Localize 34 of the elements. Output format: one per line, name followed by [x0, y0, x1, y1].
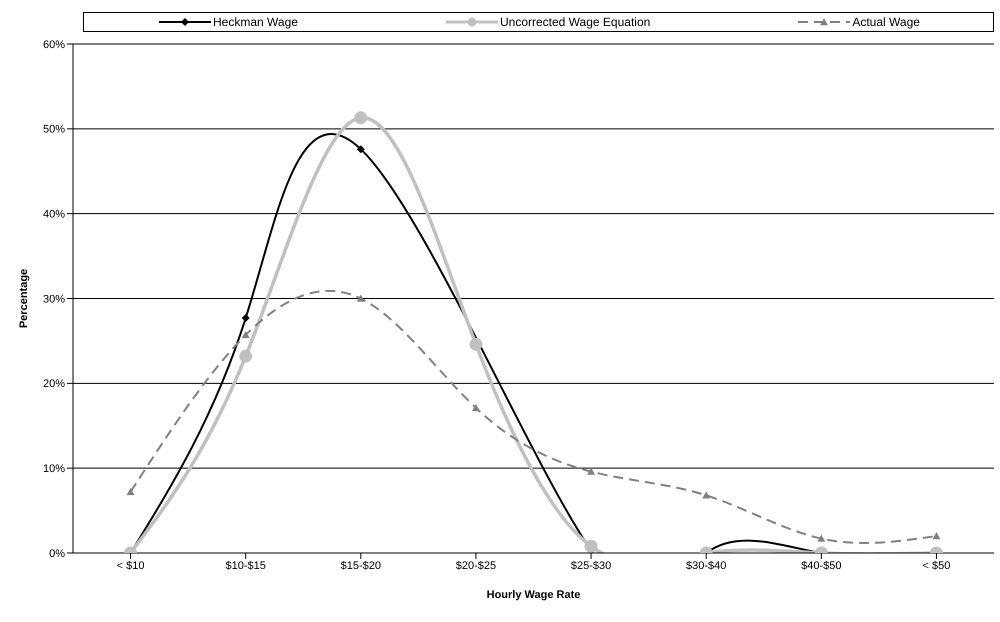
point: [932, 532, 940, 540]
legend-label: Heckman Wage: [213, 15, 298, 29]
x-tick-label: $10-$15: [226, 560, 266, 572]
x-tick-label: $40-$50: [801, 560, 842, 572]
x-tick-label: < $50: [922, 560, 950, 572]
point: [817, 534, 826, 542]
point: [354, 111, 368, 124]
legend-label: Uncorrected Wage Equation: [500, 15, 650, 29]
point: [239, 350, 252, 363]
y-tick-label: 60%: [42, 38, 66, 51]
x-axis-title: Hourly Wage Rate: [486, 589, 580, 601]
point: [242, 314, 250, 322]
x-tick-label: < $10: [116, 560, 144, 572]
point: [469, 338, 482, 351]
x-tick-label: $20-$25: [456, 560, 496, 572]
point: [242, 330, 250, 338]
point: [702, 491, 710, 499]
y-tick-label: 10%: [42, 463, 66, 476]
point: [356, 294, 365, 302]
point: [472, 404, 480, 412]
point: [356, 145, 365, 154]
legend-label: Actual Wage: [852, 15, 920, 29]
point: [587, 468, 596, 475]
x-tick-label: $15-$20: [340, 560, 381, 572]
y-axis-title: Percentage: [18, 268, 30, 328]
point: [126, 488, 135, 496]
point: [584, 540, 598, 553]
x-tick-label: $30-$40: [686, 560, 726, 572]
y-tick-label: 50%: [42, 124, 66, 136]
x-tick-label: $25-$30: [570, 560, 612, 572]
y-tick-label: 30%: [42, 293, 66, 306]
y-tick-label: 40%: [42, 208, 66, 221]
y-tick-label: 0%: [49, 548, 66, 560]
y-tick-label: 20%: [42, 378, 66, 390]
